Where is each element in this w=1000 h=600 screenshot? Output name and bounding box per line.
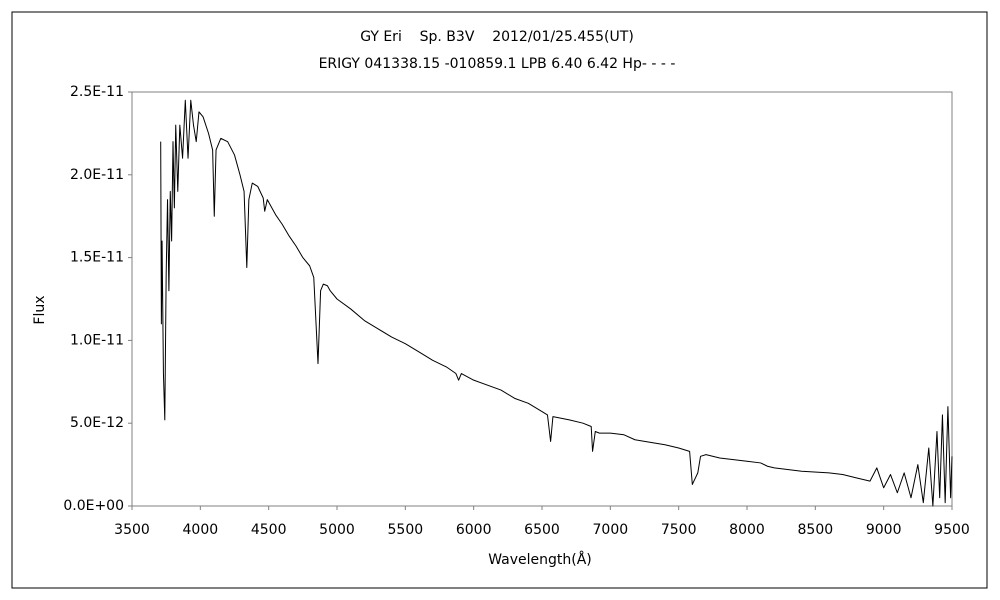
x-tick-label: 4000 <box>183 522 219 538</box>
x-tick-label: 4500 <box>251 522 287 538</box>
y-tick-label: 2.0E-11 <box>70 167 124 183</box>
y-tick-label: 1.0E-11 <box>70 332 124 348</box>
x-tick-label: 5500 <box>388 522 424 538</box>
x-tick-label: 8500 <box>798 522 834 538</box>
y-tick-label: 5.0E-12 <box>70 415 124 431</box>
x-tick-label: 3500 <box>114 522 150 538</box>
spectrum-line <box>160 99 953 507</box>
y-tick-label: 2.5E-11 <box>70 84 124 100</box>
x-tick-label: 8000 <box>729 522 765 538</box>
x-tick-label: 6000 <box>456 522 492 538</box>
x-tick-label: 6500 <box>524 522 560 538</box>
x-tick-label: 9000 <box>866 522 902 538</box>
y-axis-label: Flux <box>32 295 48 324</box>
chart-title: GY Eri Sp. B3V 2012/01/25.455(UT) <box>360 29 634 45</box>
x-tick-label: 7000 <box>593 522 629 538</box>
y-tick-label: 1.5E-11 <box>70 250 124 266</box>
chart-subtitle: ERIGY 041338.15 -010859.1 LPB 6.40 6.42 … <box>319 56 676 72</box>
y-tick-label: 0.0E+00 <box>63 498 124 514</box>
plot-area <box>131 91 953 507</box>
x-tick-label: 9500 <box>934 522 970 538</box>
x-tick-label: 5000 <box>319 522 355 538</box>
x-tick-label: 7500 <box>661 522 697 538</box>
x-axis-label: Wavelength(Å) <box>488 551 592 568</box>
